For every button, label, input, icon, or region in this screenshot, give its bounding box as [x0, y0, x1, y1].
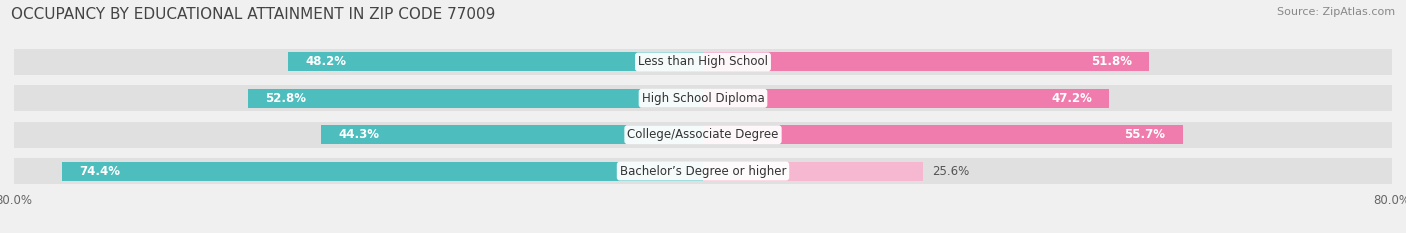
- Text: 51.8%: 51.8%: [1091, 55, 1132, 69]
- Bar: [288, 52, 703, 71]
- Text: 52.8%: 52.8%: [266, 92, 307, 105]
- Text: High School Diploma: High School Diploma: [641, 92, 765, 105]
- Bar: [249, 89, 703, 108]
- Text: 44.3%: 44.3%: [339, 128, 380, 141]
- Text: College/Associate Degree: College/Associate Degree: [627, 128, 779, 141]
- Bar: [703, 89, 1109, 108]
- Text: 74.4%: 74.4%: [80, 164, 121, 178]
- Bar: [14, 158, 1392, 184]
- Text: 47.2%: 47.2%: [1052, 92, 1092, 105]
- Bar: [14, 49, 1392, 75]
- Text: OCCUPANCY BY EDUCATIONAL ATTAINMENT IN ZIP CODE 77009: OCCUPANCY BY EDUCATIONAL ATTAINMENT IN Z…: [11, 7, 496, 22]
- Bar: [703, 125, 1182, 144]
- Text: 25.6%: 25.6%: [932, 164, 969, 178]
- Bar: [322, 125, 703, 144]
- Text: Less than High School: Less than High School: [638, 55, 768, 69]
- Bar: [703, 52, 1149, 71]
- Bar: [703, 162, 924, 181]
- Bar: [14, 85, 1392, 111]
- Bar: [62, 162, 703, 181]
- Bar: [14, 122, 1392, 148]
- Text: 48.2%: 48.2%: [305, 55, 346, 69]
- Text: Bachelor’s Degree or higher: Bachelor’s Degree or higher: [620, 164, 786, 178]
- Text: Source: ZipAtlas.com: Source: ZipAtlas.com: [1277, 7, 1395, 17]
- Text: 55.7%: 55.7%: [1125, 128, 1166, 141]
